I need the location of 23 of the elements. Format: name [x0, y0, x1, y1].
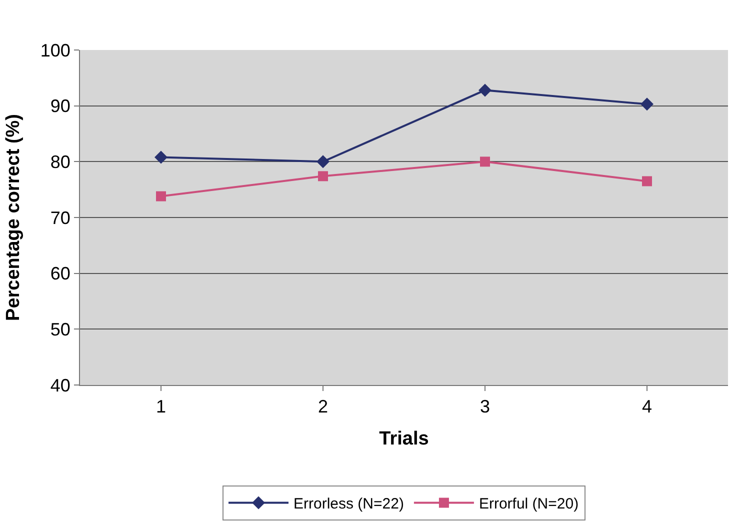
x-tick-label: 3 [480, 396, 490, 417]
point [642, 176, 652, 186]
y-axis-title: Percentage correct (%) [3, 114, 24, 321]
x-axis-title: Trials [379, 428, 429, 450]
x-tick-label: 2 [318, 396, 328, 417]
point [154, 150, 168, 164]
point [478, 84, 492, 97]
x-tick-label: 1 [156, 396, 166, 417]
y-tick-label: 90 [50, 96, 70, 116]
y-tick-label: 80 [50, 152, 70, 172]
point [156, 191, 166, 202]
y-tick-label: 70 [50, 208, 70, 228]
point [640, 98, 654, 111]
point [318, 171, 328, 182]
legend-label: Errorless (N=22) [294, 496, 404, 513]
point [316, 155, 330, 168]
y-tick-label: 40 [50, 375, 70, 396]
point [480, 156, 490, 167]
y-tick-label: 60 [50, 264, 70, 284]
legend-label: Errorful (N=20) [478, 496, 579, 513]
y-tick-label: 100 [40, 40, 70, 60]
x-tick-label: 4 [642, 396, 652, 417]
y-tick-label: 50 [50, 319, 70, 340]
